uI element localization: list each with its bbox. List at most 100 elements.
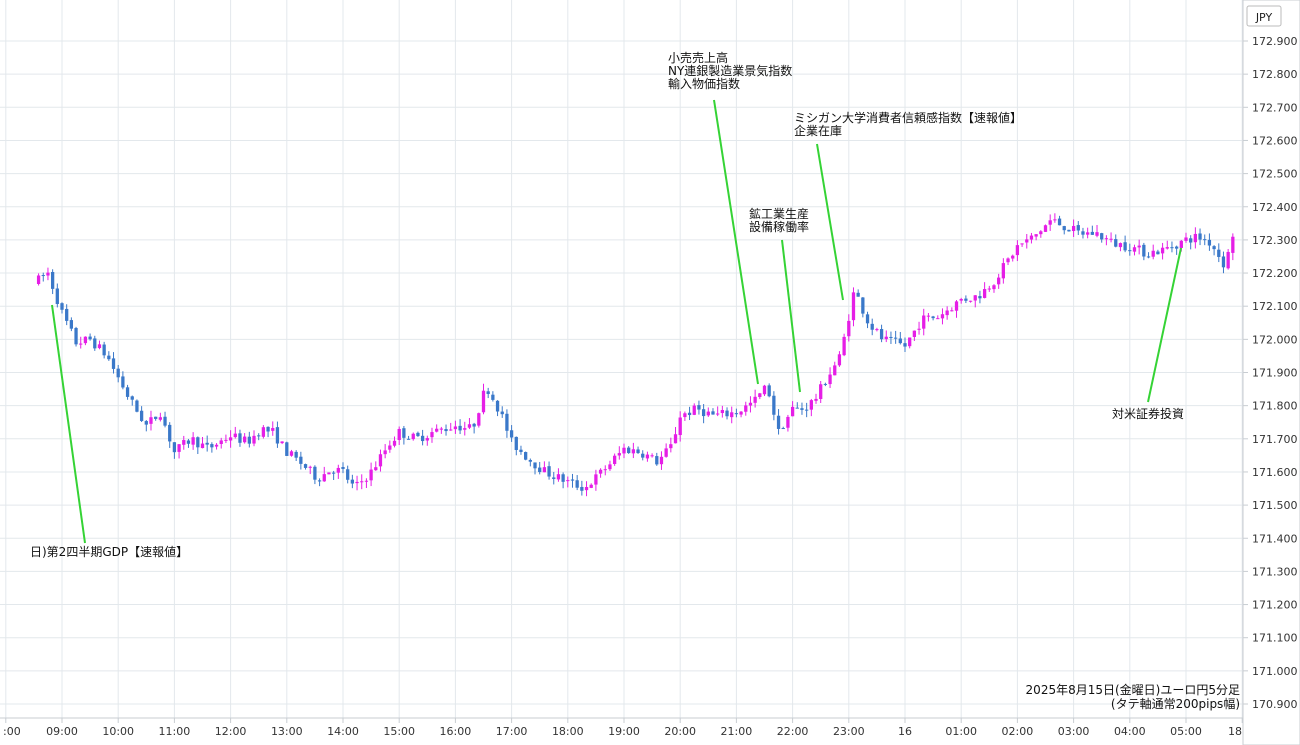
candle-body [598, 469, 603, 474]
candle-body [463, 428, 467, 430]
candle-body [177, 444, 181, 452]
annotation-text: 輸入物価指数 [668, 76, 740, 91]
candle-body [364, 480, 369, 482]
time-tick-label: 18:00 [552, 725, 584, 738]
candle-body [205, 442, 209, 445]
candle-body [627, 447, 631, 454]
candle-body [289, 451, 294, 456]
candle-body [102, 344, 106, 356]
time-tick-label: 03:00 [1058, 725, 1090, 738]
time-tick-label: 15:00 [383, 725, 415, 738]
candle-body [893, 337, 898, 339]
candle-body [392, 440, 397, 446]
candle-body [1025, 239, 1029, 243]
price-tick-label: 172.900 [1252, 35, 1298, 48]
candle-body [50, 271, 55, 289]
price-tick-label: 171.700 [1252, 433, 1298, 446]
candle-body [795, 407, 799, 409]
candle-body [716, 413, 720, 415]
candle-body [388, 445, 392, 450]
candle-body [879, 329, 884, 340]
candle-body [149, 417, 153, 424]
candle-body [833, 365, 837, 376]
annotation-pointers [51, 99, 1182, 544]
candle-body [514, 436, 518, 450]
candle-body [1062, 226, 1066, 231]
time-tick-label: 16 [898, 725, 912, 738]
candle-body [524, 452, 528, 460]
annotation-text: 設備稼働率 [749, 219, 809, 234]
candle-body [898, 338, 902, 344]
candle-body [500, 411, 504, 415]
candle-body [1137, 245, 1141, 248]
candle-body [683, 413, 687, 418]
candle-body [79, 343, 83, 345]
candle-body [257, 435, 261, 437]
candle-body [1001, 263, 1005, 279]
candle-body [261, 427, 266, 437]
candle-body [903, 343, 907, 347]
candle-body [917, 328, 921, 330]
candle-body [135, 400, 139, 412]
candle-body [1095, 232, 1099, 236]
candle-body [659, 456, 664, 465]
candle-body [814, 398, 818, 401]
candle-body [406, 438, 411, 440]
candle-body [800, 408, 804, 410]
candle-body [505, 413, 509, 431]
candle-body [355, 481, 359, 484]
candle-body [912, 330, 917, 337]
candle-body [83, 336, 88, 344]
chart-grid [0, 0, 1243, 718]
candle-body [420, 435, 425, 442]
candle-body [1179, 240, 1183, 248]
candle-body [842, 336, 846, 356]
candle-body [247, 436, 251, 444]
candle-body [739, 411, 743, 415]
candle-body [449, 429, 453, 431]
candle-body [982, 289, 987, 298]
time-tick-label: 22:00 [777, 725, 809, 738]
candle-body [959, 298, 963, 301]
candle-body [472, 423, 476, 427]
candle-body [317, 480, 322, 482]
candle-body [870, 323, 874, 330]
candle-body [776, 415, 781, 429]
candle-body [730, 412, 734, 418]
candle-body [1081, 231, 1085, 235]
candle-body [1217, 249, 1221, 257]
candle-body [93, 338, 97, 349]
candle-body [519, 449, 523, 453]
candle-body [861, 297, 865, 314]
candle-body [552, 477, 556, 479]
candle-body [275, 427, 280, 444]
candle-body [964, 298, 968, 301]
candle-body [1132, 247, 1137, 252]
candle-body [1221, 256, 1226, 268]
candle-body [1193, 233, 1198, 243]
currency-badge[interactable] [1246, 5, 1282, 27]
footer-caption: (タテ軸通常200pips幅) [1111, 696, 1240, 711]
time-tick-label: 19:00 [608, 725, 640, 738]
candle-body [1086, 232, 1090, 235]
candle-body [701, 409, 706, 417]
candle-body [435, 428, 439, 432]
candle-body [533, 462, 537, 469]
candle-body [186, 440, 191, 444]
candle-body [1109, 238, 1113, 240]
candle-body [528, 459, 532, 462]
candle-body [908, 337, 912, 347]
candle-body [786, 416, 790, 428]
time-tick-label: 12:00 [215, 725, 247, 738]
candle-body [1104, 238, 1109, 240]
price-tick-label: 172.200 [1252, 267, 1298, 280]
candle-body [809, 400, 813, 410]
candle-body [753, 396, 757, 403]
candle-body [144, 421, 148, 425]
candle-body [1011, 255, 1015, 259]
candle-body [154, 416, 158, 419]
candle-body [495, 400, 500, 412]
candle-body [360, 481, 364, 483]
candle-body [111, 358, 116, 369]
candle-body [1006, 258, 1010, 263]
